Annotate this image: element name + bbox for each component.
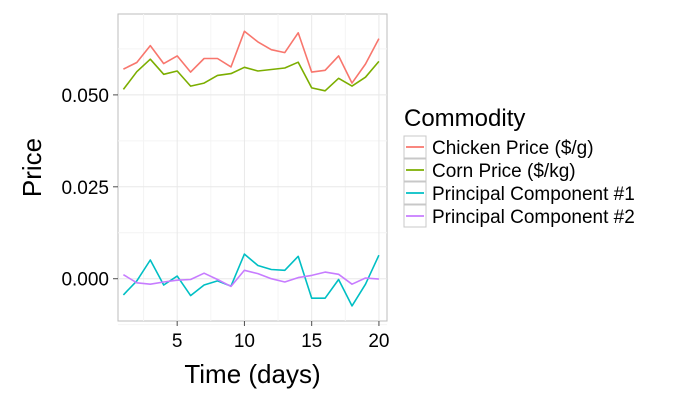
series-line-2 <box>122 58 380 92</box>
plot-panel <box>117 13 388 322</box>
x-tick-label: 5 <box>172 331 183 352</box>
x-axis-title: Time (days) <box>184 359 320 389</box>
y-axis-title: Price <box>17 138 47 197</box>
legend-label: Principal Component #2 <box>432 207 635 228</box>
axis-ticks <box>113 94 380 326</box>
x-tick-labels: 5 10 15 20 <box>172 331 390 352</box>
legend: Commodity Chicken Price ($/g)Corn Price … <box>403 105 635 228</box>
series-line-4 <box>122 269 379 288</box>
y-tick-label: 0.000 <box>61 270 109 291</box>
y-tick-label: 0.050 <box>61 86 109 107</box>
legend-title: Commodity <box>404 105 525 132</box>
y-tick-labels: 0.000 0.025 0.050 <box>61 86 109 291</box>
legend-label: Principal Component #1 <box>432 184 635 205</box>
y-tick-label: 0.025 <box>61 178 109 199</box>
major-grid <box>118 14 387 321</box>
legend-label: Corn Price ($/kg) <box>432 161 576 182</box>
legend-label: Chicken Price ($/g) <box>432 138 594 159</box>
x-tick-label: 20 <box>368 331 389 352</box>
series-line-1 <box>123 30 380 84</box>
series-line-3 <box>122 253 380 307</box>
x-tick-label: 15 <box>301 331 322 352</box>
x-tick-label: 10 <box>234 331 255 352</box>
series-lines <box>122 30 380 307</box>
